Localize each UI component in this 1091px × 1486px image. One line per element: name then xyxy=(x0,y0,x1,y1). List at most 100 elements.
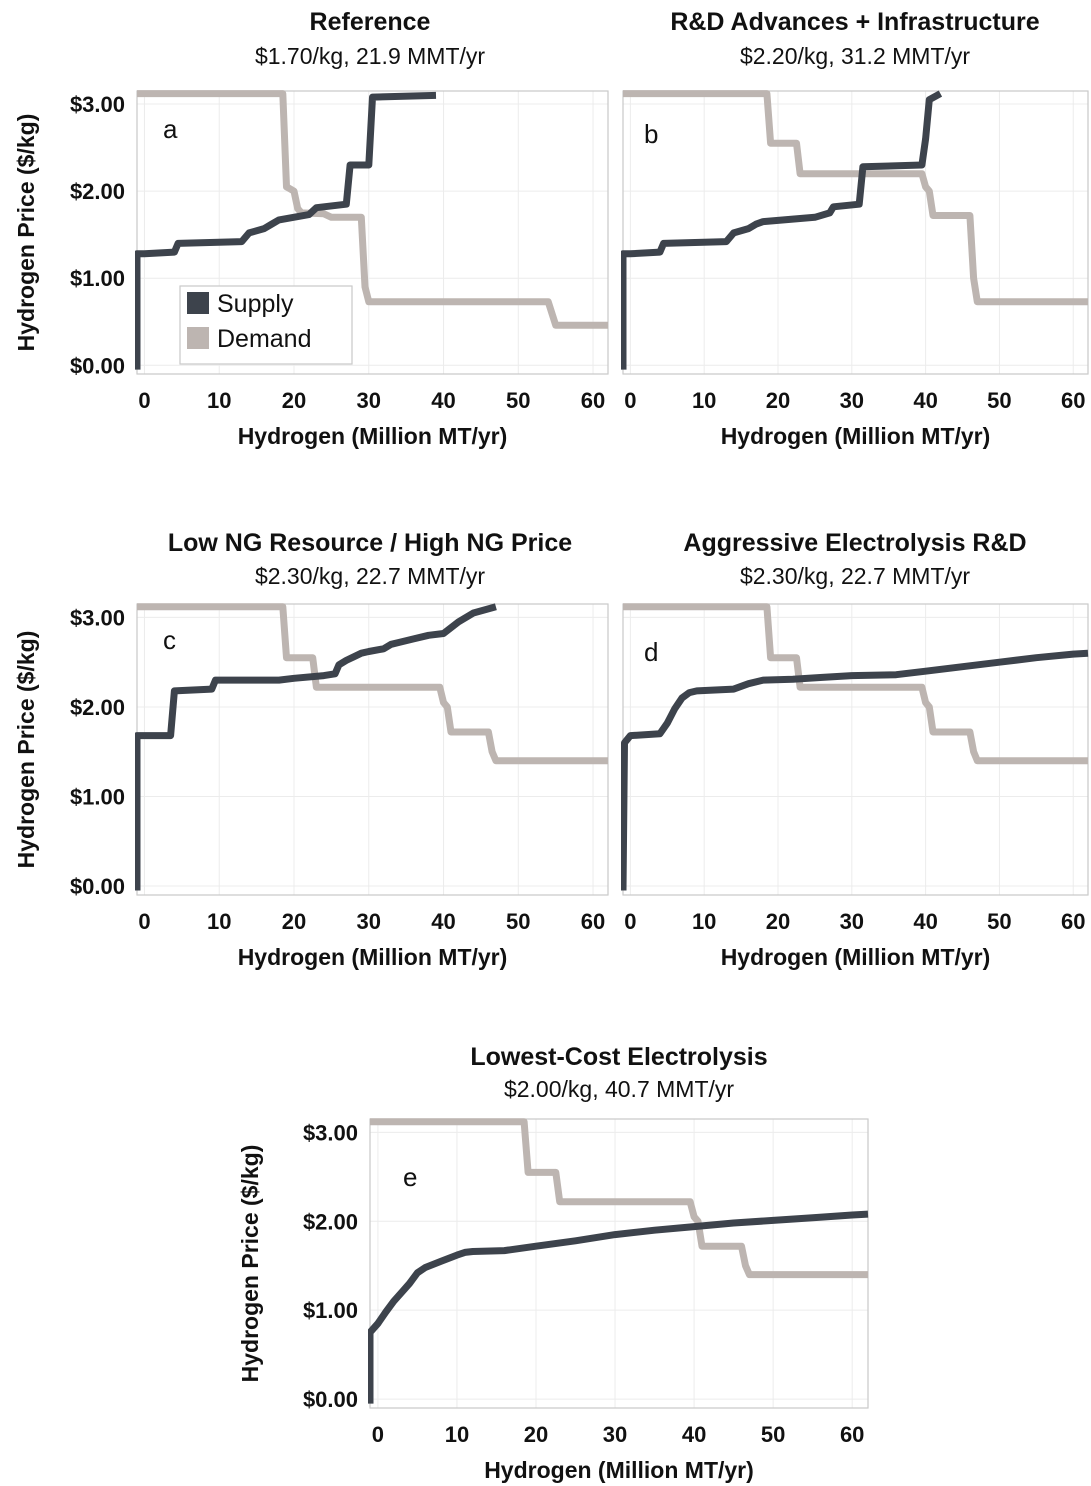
x-tick-label: 60 xyxy=(840,1422,864,1447)
chart-subtitle: $2.30/kg, 22.7 MMT/yr xyxy=(255,563,485,589)
x-tick-label: 30 xyxy=(603,1422,627,1447)
x-tick-label: 20 xyxy=(282,388,306,413)
demand-series-line-b xyxy=(623,90,1088,306)
chart-title: R&D Advances + Infrastructure xyxy=(670,8,1039,36)
y-tick-label: $0.00 xyxy=(70,353,125,378)
x-axis-label: Hydrogen (Million MT/yr) xyxy=(721,423,991,449)
y-axis-label: Hydrogen Price ($/kg) xyxy=(237,1145,263,1383)
y-tick-label: $0.00 xyxy=(70,874,125,899)
chart-title: Lowest-Cost Electrolysis xyxy=(470,1043,767,1071)
x-tick-label: 30 xyxy=(357,388,381,413)
y-tick-label: $0.00 xyxy=(303,1387,358,1412)
x-tick-label: 30 xyxy=(840,388,864,413)
y-tick-label: $3.00 xyxy=(70,605,125,630)
x-axis-label: Hydrogen (Million MT/yr) xyxy=(238,423,508,449)
x-axis-label: Hydrogen (Million MT/yr) xyxy=(238,944,508,970)
series-layer xyxy=(135,90,608,370)
y-axis-label: Hydrogen Price ($/kg) xyxy=(13,631,39,869)
supply-series-line-c xyxy=(135,603,497,891)
series-layer xyxy=(368,1118,869,1404)
chart-panel-b: 0 10 20 30 40 50 60 Hydrogen (Million MT/yr) R&D… xyxy=(621,8,1089,449)
x-tick-label: 10 xyxy=(207,909,231,934)
x-tick-label: 40 xyxy=(431,388,455,413)
series-layer xyxy=(135,603,608,891)
chart-subtitle: $1.70/kg, 21.9 MMT/yr xyxy=(255,43,485,69)
series-layer xyxy=(621,90,1088,370)
legend-supply-label: Supply xyxy=(217,290,294,318)
y-tick-label: $2.00 xyxy=(70,695,125,720)
x-tick-label: 50 xyxy=(506,388,530,413)
panel-letter: b xyxy=(644,119,658,149)
supply-series-line-b xyxy=(621,90,943,370)
x-tick-label: 50 xyxy=(761,1422,785,1447)
x-axis-label: Hydrogen (Million MT/yr) xyxy=(484,1457,754,1483)
legend-supply-swatch xyxy=(187,292,209,314)
legend-demand-swatch xyxy=(187,327,209,349)
x-tick-label: 50 xyxy=(987,909,1011,934)
x-tick-label: 20 xyxy=(766,909,790,934)
demand-series-line-a xyxy=(137,90,608,329)
y-tick-label: $3.00 xyxy=(70,92,125,117)
demand-series-line-e xyxy=(370,1118,868,1279)
x-tick-label: 0 xyxy=(624,388,636,413)
x-tick-label: 0 xyxy=(372,1422,384,1447)
x-tick-label: 20 xyxy=(766,388,790,413)
x-tick-label: 0 xyxy=(138,388,150,413)
x-tick-label: 20 xyxy=(524,1422,548,1447)
supply-series-line-e xyxy=(368,1210,869,1404)
plot-frame xyxy=(622,90,1089,375)
panel-letter: a xyxy=(163,114,178,144)
x-tick-label: 40 xyxy=(913,909,937,934)
x-tick-label: 30 xyxy=(840,909,864,934)
chart-panel-a: 0 10 20 30 40 50 60 $0.00 $1.00 $2.00 $3.00 Hydroge… xyxy=(13,8,609,449)
supply-series-line-a xyxy=(135,91,437,370)
chart-panel-d: 0 10 20 30 40 50 60 Hydrogen (Million MT/yr) Agg… xyxy=(621,529,1089,970)
y-tick-label: $1.00 xyxy=(70,266,125,291)
chart-title: Aggressive Electrolysis R&D xyxy=(683,529,1026,557)
chart-title: Low NG Resource / High NG Price xyxy=(168,529,572,557)
chart-subtitle: $2.00/kg, 40.7 MMT/yr xyxy=(504,1076,734,1102)
panel-letter: c xyxy=(163,625,176,655)
y-tick-label: $2.00 xyxy=(303,1209,358,1234)
x-tick-label: 50 xyxy=(987,388,1011,413)
x-tick-label: 40 xyxy=(431,909,455,934)
x-tick-label: 60 xyxy=(1061,388,1085,413)
x-tick-label: 0 xyxy=(624,909,636,934)
x-tick-label: 10 xyxy=(445,1422,469,1447)
plot-area xyxy=(623,91,1088,374)
legend-demand-label: Demand xyxy=(217,325,312,353)
y-tick-label: $1.00 xyxy=(303,1298,358,1323)
x-tick-label: 10 xyxy=(207,388,231,413)
x-tick-label: 0 xyxy=(138,909,150,934)
supply-series-line-d xyxy=(621,649,1089,891)
x-tick-label: 10 xyxy=(692,388,716,413)
x-tick-label: 40 xyxy=(913,388,937,413)
x-tick-label: 60 xyxy=(1061,909,1085,934)
x-tick-label: 40 xyxy=(682,1422,706,1447)
chart-subtitle: $2.20/kg, 31.2 MMT/yr xyxy=(740,43,970,69)
x-axis-label: Hydrogen (Million MT/yr) xyxy=(721,944,991,970)
y-axis-label: Hydrogen Price ($/kg) xyxy=(13,114,39,352)
demand-series-line-c xyxy=(137,603,608,765)
x-tick-label: 50 xyxy=(506,909,530,934)
y-tick-label: $2.00 xyxy=(70,179,125,204)
y-tick-label: $1.00 xyxy=(70,785,125,810)
legend: Supply Demand xyxy=(179,285,353,365)
demand-series-line-d xyxy=(623,603,1088,765)
chart-panel-c: 0 10 20 30 40 50 60 $0.00 $1.00 $2.00 $3.00 Hydroge… xyxy=(13,529,609,970)
panel-letter: d xyxy=(644,637,658,667)
panels-layer: 0 10 20 30 40 50 60 $0.00 $1.00 $2.00 $3.00 Hydroge… xyxy=(13,8,1089,1483)
x-tick-label: 20 xyxy=(282,909,306,934)
y-tick-label: $3.00 xyxy=(303,1120,358,1145)
plot-frame xyxy=(369,1118,869,1409)
series-layer xyxy=(621,603,1089,891)
x-tick-label: 30 xyxy=(357,909,381,934)
x-tick-label: 10 xyxy=(692,909,716,934)
plot-area xyxy=(370,1119,868,1408)
plot-frame xyxy=(136,90,609,375)
chart-subtitle: $2.30/kg, 22.7 MMT/yr xyxy=(740,563,970,589)
chart-title: Reference xyxy=(310,8,431,36)
x-tick-label: 60 xyxy=(581,388,605,413)
panel-letter: e xyxy=(403,1162,417,1192)
